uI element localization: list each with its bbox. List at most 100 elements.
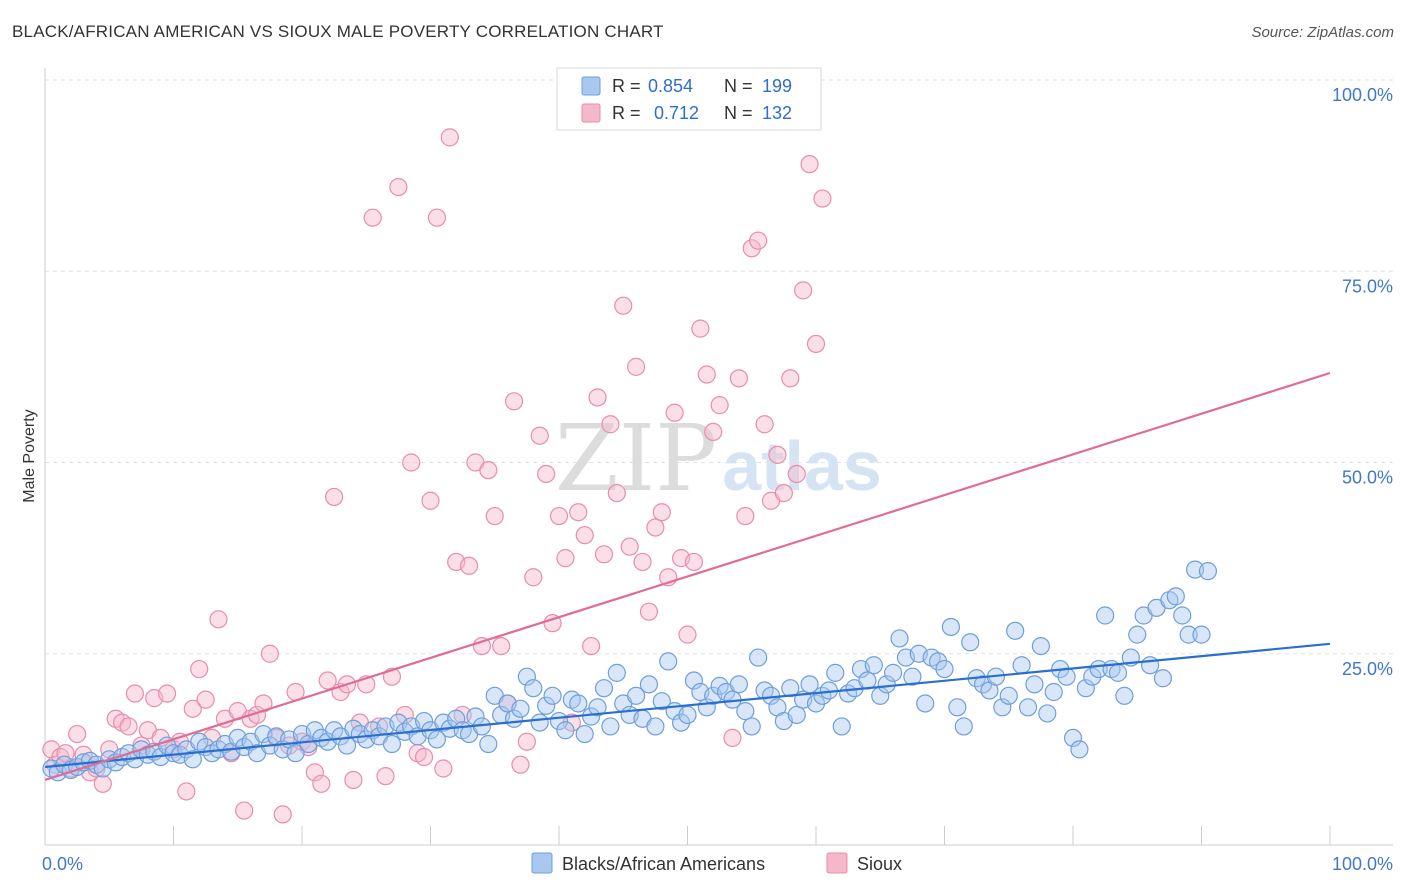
point-blacks: [1128, 625, 1147, 644]
point-blacks: [864, 656, 883, 675]
point-blacks: [1192, 625, 1211, 644]
point-sioux: [723, 728, 742, 748]
bottom-legend-swatch-blue: [531, 852, 553, 874]
point-blacks: [427, 730, 447, 749]
point-blacks: [883, 663, 903, 682]
y-tick-label: 25.0%: [1342, 659, 1393, 679]
point-sioux: [794, 281, 813, 300]
bottom-legend: Blacks/African Americans Sioux: [531, 852, 902, 874]
point-sioux: [68, 724, 87, 744]
point-blacks: [736, 702, 755, 721]
point-sioux: [569, 503, 588, 522]
legend-swatch-blue: [581, 76, 601, 96]
point-sioux: [273, 805, 292, 824]
point-sioux: [594, 545, 614, 564]
point-blacks: [1070, 740, 1089, 759]
point-sioux: [736, 506, 755, 526]
point-blacks: [530, 713, 549, 732]
point-blacks: [639, 675, 659, 694]
watermark-zip: ZIP: [555, 405, 717, 512]
point-sioux: [813, 189, 832, 208]
point-sioux: [678, 625, 697, 644]
point-blacks: [1012, 656, 1031, 675]
point-sioux: [665, 403, 684, 422]
point-blacks: [543, 686, 562, 705]
point-blacks: [935, 659, 954, 679]
point-sioux: [626, 357, 646, 376]
point-sioux: [787, 464, 806, 484]
point-sioux: [697, 365, 716, 384]
point-sioux: [781, 369, 800, 388]
point-sioux: [517, 732, 536, 751]
y-tick-label: 75.0%: [1342, 276, 1393, 296]
point-sioux: [325, 487, 344, 507]
point-sioux: [312, 774, 331, 793]
point-sioux: [582, 636, 601, 656]
point-blacks: [1179, 625, 1198, 644]
bottom-legend-label-pink: Sioux: [857, 854, 902, 874]
point-sioux: [119, 717, 138, 736]
bottom-legend-label-blue: Blacks/African Americans: [562, 854, 765, 874]
legend-n-label-2: N =: [724, 103, 753, 123]
point-blacks: [646, 717, 665, 736]
point-sioux: [704, 422, 723, 441]
point-blacks: [1115, 686, 1134, 705]
point-sioux: [646, 518, 665, 537]
point-blacks: [1063, 728, 1083, 748]
point-sioux: [318, 671, 337, 690]
legend-n-value-1: 199: [762, 76, 792, 96]
point-blacks: [729, 675, 749, 694]
legend-r-label-2: R =: [612, 103, 641, 123]
point-blacks: [652, 692, 671, 711]
watermark-atlas: atlas: [722, 427, 882, 505]
point-blacks: [1108, 663, 1128, 682]
point-sioux: [588, 388, 607, 407]
point-sioux: [427, 208, 447, 227]
point-blacks: [877, 675, 896, 694]
point-blacks: [1076, 679, 1095, 698]
point-sioux: [459, 556, 479, 575]
point-sioux: [190, 659, 209, 679]
point-blacks: [511, 699, 530, 718]
point-blacks: [569, 694, 588, 713]
point-sioux: [479, 461, 498, 480]
point-blacks: [575, 724, 594, 744]
tick-labels: 25.0% 50.0% 75.0% 100.0% 0.0% 100.0%: [42, 85, 1393, 874]
point-blacks: [1038, 704, 1057, 723]
point-sioux: [710, 396, 729, 415]
point-sioux: [556, 549, 575, 568]
point-sioux: [254, 694, 273, 713]
point-sioux: [196, 690, 215, 709]
point-sioux: [806, 334, 826, 354]
point-sioux: [620, 537, 639, 556]
point-sioux: [344, 770, 363, 790]
point-blacks: [659, 652, 678, 671]
point-blacks: [1025, 675, 1044, 694]
y-tick-label: 100.0%: [1332, 85, 1393, 105]
axes: [44, 68, 1393, 846]
point-blacks: [993, 698, 1012, 717]
trend-line-sioux: [44, 371, 1331, 782]
legend-n-value-2: 132: [762, 103, 792, 123]
point-blacks: [826, 663, 845, 682]
point-sioux: [601, 415, 620, 434]
point-blacks: [183, 750, 202, 769]
x-tick-label-end: 100.0%: [1332, 854, 1393, 874]
point-sioux: [537, 464, 556, 484]
point-blacks: [1140, 656, 1160, 675]
point-blacks: [594, 679, 614, 698]
point-blacks: [781, 679, 800, 698]
point-blacks: [537, 696, 556, 715]
point-blacks: [1166, 587, 1185, 606]
point-blacks: [626, 686, 646, 705]
point-blacks: [517, 667, 536, 686]
point-blacks: [954, 717, 973, 736]
point-sioux: [684, 552, 704, 572]
point-blacks: [678, 705, 697, 725]
point-sioux: [755, 415, 774, 434]
point-sioux: [421, 491, 440, 510]
point-blacks: [556, 721, 575, 740]
point-sioux: [774, 484, 793, 503]
point-blacks: [524, 679, 543, 698]
